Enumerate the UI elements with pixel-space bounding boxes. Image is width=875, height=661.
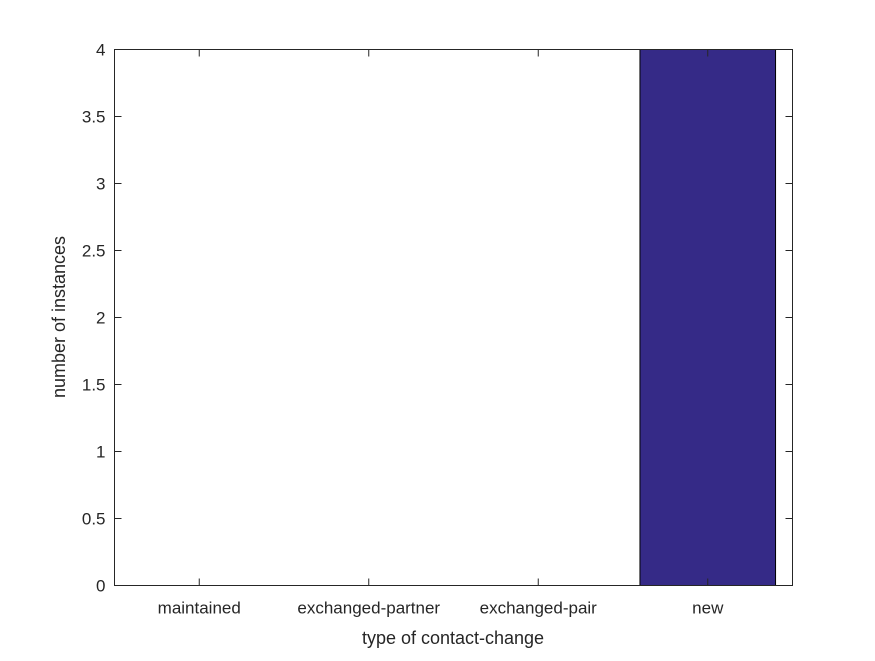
x-tick-label: exchanged-partner <box>297 599 440 618</box>
x-axis-label: type of contact-change <box>362 628 544 648</box>
x-tick-label: maintained <box>158 599 241 618</box>
y-tick-label: 2.5 <box>82 242 106 261</box>
y-tick-label: 2 <box>96 309 105 328</box>
bar-new <box>639 49 777 586</box>
y-tick-label: 1.5 <box>82 376 106 395</box>
x-tick-label: new <box>692 599 724 618</box>
y-tick-label: 0.5 <box>82 510 106 529</box>
y-tick-label: 1 <box>96 443 105 462</box>
y-tick-label: 3.5 <box>82 108 106 127</box>
y-tick-label: 3 <box>96 175 105 194</box>
y-tick-label: 4 <box>96 41 105 60</box>
x-tick-label: exchanged-pair <box>480 599 598 618</box>
y-tick-label: 0 <box>96 577 105 596</box>
y-axis-label: number of instances <box>49 236 69 398</box>
